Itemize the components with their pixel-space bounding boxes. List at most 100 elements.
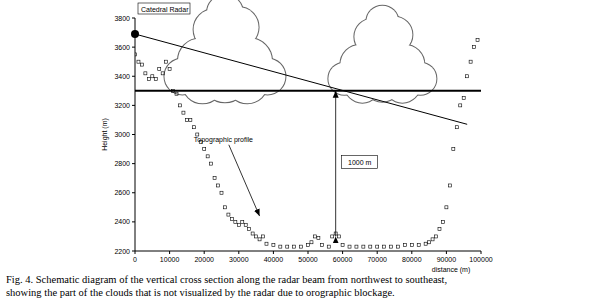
cloud-fill [207,0,243,31]
topo-point [227,213,230,216]
topo-point [158,67,161,70]
topo-point [376,245,379,248]
cloud-outline [203,57,248,102]
topo-point [213,177,216,180]
x-tick [238,251,239,254]
topo-point [154,78,157,81]
x-tick [169,251,170,254]
cloud-fill [203,57,248,102]
cloud [328,6,436,103]
annotation-arrow [229,145,260,216]
topo-point [265,242,268,245]
x-tick [377,251,378,254]
annotation-box [138,3,190,14]
topo-point [476,38,479,41]
cloud-fill [366,6,398,38]
y-axis-label: Height (m) [101,118,109,151]
topo-point [410,244,413,247]
topo-point [317,236,320,239]
x-tick [342,251,343,254]
topo-point [137,60,140,63]
topo-point [417,244,420,247]
y-tick-label: 2200 [114,248,130,255]
x-tick [481,251,482,254]
topo-point [396,245,399,248]
topo-point [448,184,451,187]
topo-point [279,245,282,248]
topo-point [217,184,220,187]
topo-point [300,245,303,248]
topo-point [469,60,472,63]
topo-point [140,63,143,66]
x-tick-label: 40000 [264,256,284,263]
annotation: Catedral Radar [141,6,189,13]
topo-point [185,118,188,121]
x-tick [273,251,274,254]
topo-point [203,148,206,151]
caption: showing the part of the clouds that is n… [6,287,395,298]
cloud-outline [362,62,402,102]
x-tick-label: 70000 [367,256,387,263]
annotation: Topographic profile [194,136,253,144]
y-tick [132,18,135,19]
topo-point [438,228,441,231]
cloud-outline [366,6,398,38]
topo-point [327,245,330,248]
topo-point [431,238,434,241]
topo-point [403,244,406,247]
cloud-fill [362,62,402,102]
topo-point [258,238,261,241]
y-tick [132,163,135,164]
topo-point [362,245,365,248]
topo-point [348,245,351,248]
x-tick [135,251,136,254]
x-tick-label: 90000 [437,256,457,263]
topo-point [320,244,323,247]
topo-point [428,241,431,244]
x-tick-label: 0 [133,256,137,263]
x-tick-label: 20000 [194,256,214,263]
topo-point [462,97,465,100]
topo-point [441,220,444,223]
y-tick-label: 3800 [114,15,130,22]
topo-point [452,148,455,151]
topo-point [234,220,237,223]
topo-point [313,235,316,238]
topo-point [331,235,334,238]
y-tick-label: 2400 [114,218,130,225]
topo-point [237,223,240,226]
topo-point [435,235,438,238]
topo-point [424,242,427,245]
topo-point [341,244,344,247]
topo-point [251,232,254,235]
x-tick-label: 100000 [469,256,492,263]
topo-point [175,92,178,95]
y-tick-label: 2600 [114,189,130,196]
topo-point [182,111,185,114]
topo-point [151,75,154,78]
topo-point [189,118,192,121]
topo-point [383,245,386,248]
topo-point [230,217,233,220]
cloud [164,0,285,103]
reference-line [135,90,481,92]
y-tick [132,192,135,193]
topo-point [293,245,296,248]
y-tick [132,47,135,48]
topo-point [147,78,150,81]
radar-beam [135,34,467,124]
x-tick-label: 60000 [333,256,353,263]
x-tick [204,251,205,254]
radar-dot [131,30,139,38]
y-tick-label: 2800 [114,160,130,167]
y-tick [132,134,135,135]
topo-point [390,245,393,248]
y-tick-label: 3400 [114,73,130,80]
x-tick-label: 10000 [160,256,180,263]
x-tick [411,251,412,254]
topo-point [466,75,469,78]
x-axis-label: distance (m) [432,266,471,274]
topo-point [144,72,147,75]
topo-point [459,104,462,107]
annotation: 1000 m [348,159,372,166]
